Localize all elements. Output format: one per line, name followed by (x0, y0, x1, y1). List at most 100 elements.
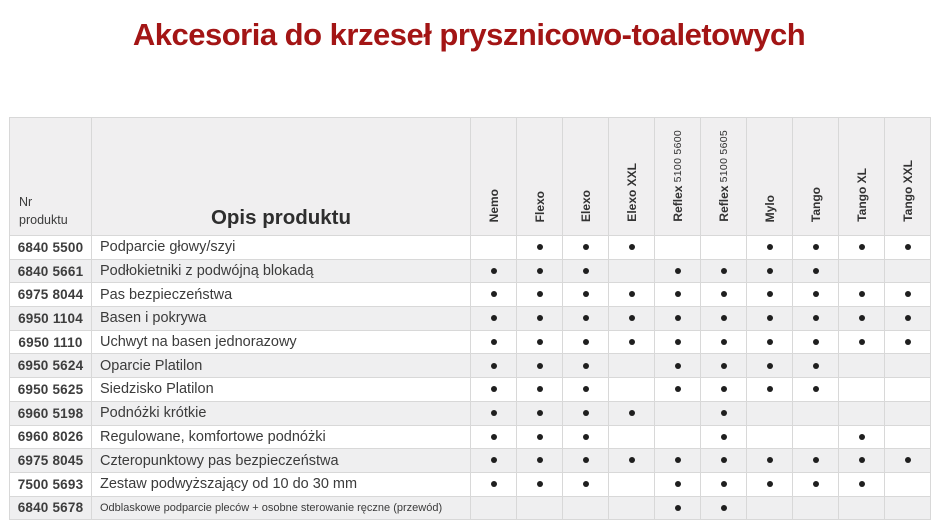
compatibility-cell (562, 258, 609, 284)
product-number: 6950 5624 (9, 353, 92, 379)
compatibility-dot (812, 338, 819, 345)
compatibility-cell (746, 400, 793, 426)
compatibility-dot (766, 480, 773, 487)
compatibility-dot (628, 315, 635, 322)
rotated-column-label: Flexo (532, 190, 547, 222)
compatibility-dot (536, 315, 543, 322)
compatibility-dot (766, 315, 773, 322)
compatibility-dot (536, 457, 543, 464)
compatibility-cell (792, 377, 839, 402)
compatibility-dot (536, 244, 543, 251)
table-row: 6975 8045 Czteropunktowy pas bezpieczeńst… (9, 448, 931, 473)
column-header-nr-produktu: Nr produktu (9, 117, 92, 236)
compatibility-cell (608, 448, 655, 473)
compatibility-cell (608, 424, 655, 450)
compatibility-cell (516, 235, 563, 260)
compatibility-dot (904, 457, 911, 464)
compatibility-cell (792, 329, 839, 355)
compatibility-cell (884, 353, 931, 379)
compatibility-dot (582, 338, 589, 345)
table-row: 7500 5693 Zestaw podwyższający od 10 do 3… (9, 471, 931, 497)
compatibility-cell (470, 306, 517, 331)
compatibility-cell (562, 471, 609, 497)
compatibility-cell (792, 282, 839, 308)
compatibility-cell (838, 400, 885, 426)
compatibility-dot (720, 504, 727, 511)
compatibility-dot (582, 244, 589, 251)
table-row: 6960 5198 Podnóżki krótkie (9, 400, 931, 426)
compatibility-cell (884, 306, 931, 331)
product-number: 6960 8026 (9, 424, 92, 450)
compatibility-cell (746, 306, 793, 331)
compatibility-cell (884, 282, 931, 308)
compatibility-dot (490, 409, 497, 416)
compatibility-cell (562, 306, 609, 331)
compatibility-dot (904, 315, 911, 322)
compatibility-dot (536, 386, 543, 393)
compatibility-dot (674, 362, 681, 369)
compatibility-cell (470, 400, 517, 426)
compatibility-cell (838, 377, 885, 402)
compatibility-dot (674, 291, 681, 298)
compatibility-cell (700, 235, 747, 260)
compatibility-dot (812, 457, 819, 464)
compatibility-cell (838, 306, 885, 331)
compatibility-cell (838, 282, 885, 308)
compatibility-cell (700, 306, 747, 331)
compatibility-cell (470, 235, 517, 260)
accessories-compatibility-table: Nr produktu Opis produktu Nemo Flexo Elexo… (9, 117, 931, 520)
column-header-elexo: Elexo (562, 117, 609, 236)
compatibility-cell (792, 306, 839, 331)
compatibility-dot (536, 480, 543, 487)
product-number: 6950 5625 (9, 377, 92, 402)
rotated-column-label: Elexo (578, 189, 593, 222)
product-description: Siedzisko Platilon (91, 377, 471, 402)
compatibility-cell (700, 424, 747, 450)
compatibility-dot (490, 315, 497, 322)
compatibility-cell (516, 471, 563, 497)
compatibility-dot (582, 267, 589, 274)
compatibility-cell (516, 400, 563, 426)
page: Akcesoria do krzeseł prysznicowo-toaleto… (0, 17, 938, 520)
compatibility-cell (516, 377, 563, 402)
compatibility-dot (582, 433, 589, 440)
compatibility-dot (490, 433, 497, 440)
compatibility-cell (470, 353, 517, 379)
compatibility-dot (858, 291, 865, 298)
compatibility-cell (562, 329, 609, 355)
compatibility-dot (628, 244, 635, 251)
product-number: 6840 5661 (9, 258, 92, 284)
rotated-column-label: Elexo XXL (624, 163, 639, 222)
compatibility-cell (884, 495, 931, 520)
compatibility-cell (792, 495, 839, 520)
header-row: Nr produktu Opis produktu Nemo Flexo Elexo… (9, 117, 931, 236)
compatibility-cell (608, 282, 655, 308)
table-row: 6950 5625 Siedzisko Platilon (9, 377, 931, 402)
product-number: 6840 5678 (9, 495, 92, 520)
compatibility-cell (746, 353, 793, 379)
compatibility-dot (720, 291, 727, 298)
compatibility-dot (490, 338, 497, 345)
compatibility-cell (470, 258, 517, 284)
product-description: Podłokietniki z podwójną blokadą (91, 258, 471, 284)
compatibility-cell (700, 377, 747, 402)
product-number: 6960 5198 (9, 400, 92, 426)
compatibility-cell (608, 471, 655, 497)
compatibility-cell (654, 424, 701, 450)
compatibility-cell (700, 448, 747, 473)
rotated-column-label: Tango XL (854, 168, 869, 222)
compatibility-cell (792, 353, 839, 379)
compatibility-cell (516, 329, 563, 355)
compatibility-dot (674, 457, 681, 464)
table-row: 6950 1104 Basen i pokrywa (9, 306, 931, 331)
compatibility-dot (628, 409, 635, 416)
compatibility-dot (674, 338, 681, 345)
compatibility-cell (884, 400, 931, 426)
compatibility-cell (608, 377, 655, 402)
compatibility-cell (792, 448, 839, 473)
compatibility-cell (562, 377, 609, 402)
compatibility-cell (838, 258, 885, 284)
compatibility-dot (536, 267, 543, 274)
product-description: Regulowane, komfortowe podnóżki (91, 424, 471, 450)
column-header-tango: Tango (792, 117, 839, 236)
